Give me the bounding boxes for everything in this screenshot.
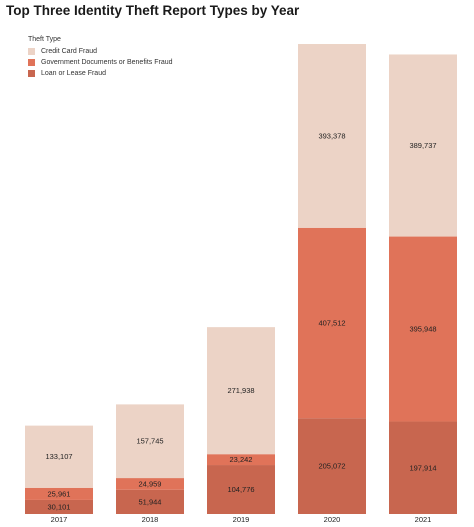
data-label-2020-loan-or-lease-fraud: 205,072 bbox=[318, 462, 345, 471]
x-tick-label-2017: 2017 bbox=[51, 515, 68, 524]
bar-2020-loan-or-lease-fraud bbox=[298, 418, 366, 514]
data-label-2020-credit-card-fraud: 393,378 bbox=[318, 131, 345, 140]
bar-2017-loan-or-lease-fraud bbox=[25, 499, 93, 514]
bar-2021-loan-or-lease-fraud bbox=[389, 421, 457, 514]
legend-title: Theft Type bbox=[28, 36, 61, 43]
bar-2018-government-documents-or-benefits-fraud bbox=[116, 478, 184, 490]
data-label-2019-loan-or-lease-fraud: 104,776 bbox=[227, 485, 254, 494]
x-tick-label-2019: 2019 bbox=[233, 515, 250, 524]
data-label-2021-loan-or-lease-fraud: 197,914 bbox=[409, 463, 436, 472]
data-label-2018-government-documents-or-benefits-fraud: 24,959 bbox=[139, 479, 162, 488]
chart-title: Top Three Identity Theft Report Types by… bbox=[6, 3, 300, 18]
bar-2021-government-documents-or-benefits-fraud bbox=[389, 236, 457, 422]
data-label-2017-loan-or-lease-fraud: 30,101 bbox=[48, 502, 71, 511]
bar-2020-government-documents-or-benefits-fraud bbox=[298, 227, 366, 419]
bar-2017-government-documents-or-benefits-fraud bbox=[25, 487, 93, 500]
x-tick-label-2021: 2021 bbox=[415, 515, 432, 524]
data-label-2019-government-documents-or-benefits-fraud: 23,242 bbox=[230, 455, 253, 464]
data-label-2019-credit-card-fraud: 271,938 bbox=[227, 386, 254, 395]
legend-label-government-documents: Government Documents or Benefits Fraud bbox=[41, 59, 173, 66]
bar-2018-credit-card-fraud bbox=[116, 404, 184, 479]
bar-2020-credit-card-fraud bbox=[298, 44, 366, 228]
data-label-2021-government-documents-or-benefits-fraud: 395,948 bbox=[409, 325, 436, 334]
data-label-2021-credit-card-fraud: 389,737 bbox=[409, 141, 436, 150]
data-label-2017-government-documents-or-benefits-fraud: 25,961 bbox=[48, 489, 71, 498]
legend-item-loan-lease: Loan or Lease Fraud bbox=[28, 68, 173, 79]
bar-2017-credit-card-fraud bbox=[25, 425, 93, 488]
bar-2019-credit-card-fraud bbox=[207, 327, 275, 455]
bar-2021-credit-card-fraud bbox=[389, 54, 457, 237]
legend-item-credit-card: Credit Card Fraud bbox=[28, 46, 173, 57]
x-tick-label-2020: 2020 bbox=[324, 515, 341, 524]
legend-item-government-documents: Government Documents or Benefits Fraud bbox=[28, 57, 173, 68]
legend-swatch-credit-card bbox=[28, 48, 35, 55]
data-label-2020-government-documents-or-benefits-fraud: 407,512 bbox=[318, 318, 345, 327]
legend-swatch-loan-lease bbox=[28, 70, 35, 77]
legend: Theft Type Credit Card Fraud Government … bbox=[28, 36, 173, 79]
legend-label-loan-lease: Loan or Lease Fraud bbox=[41, 70, 106, 77]
bar-2018-loan-or-lease-fraud bbox=[116, 489, 184, 514]
data-label-2017-credit-card-fraud: 133,107 bbox=[45, 452, 72, 461]
data-label-2018-credit-card-fraud: 157,745 bbox=[136, 437, 163, 446]
bar-2019-loan-or-lease-fraud bbox=[207, 465, 275, 514]
legend-swatch-government-documents bbox=[28, 59, 35, 66]
data-label-2018-loan-or-lease-fraud: 51,944 bbox=[139, 497, 162, 506]
bar-2019-government-documents-or-benefits-fraud bbox=[207, 454, 275, 466]
legend-label-credit-card: Credit Card Fraud bbox=[41, 48, 98, 55]
x-tick-label-2018: 2018 bbox=[142, 515, 159, 524]
